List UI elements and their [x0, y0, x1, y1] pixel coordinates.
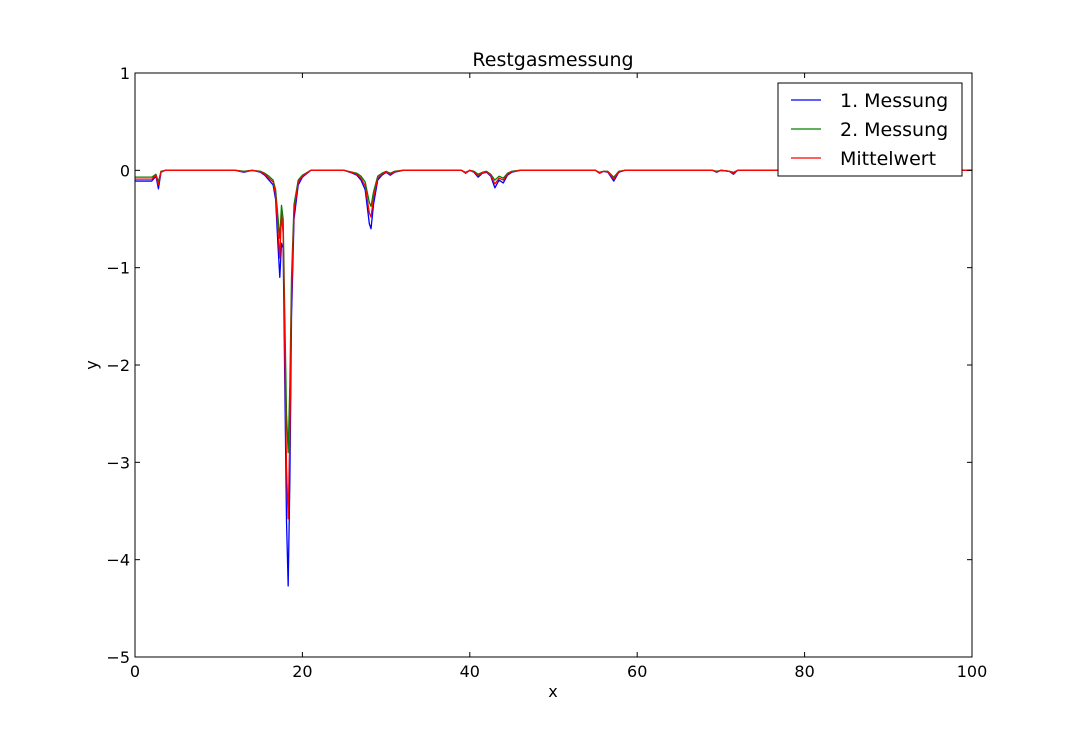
- y-axis-label: y: [82, 360, 101, 369]
- x-axis-label: x: [548, 682, 557, 701]
- x-tick-label: 60: [627, 662, 647, 681]
- x-tick-label: 80: [794, 662, 814, 681]
- y-tick-label: −5: [106, 648, 130, 667]
- y-tick-label: −1: [106, 259, 130, 278]
- legend-items: 1. Messung 2. Messung Mittelwert: [791, 90, 948, 170]
- plot-frame: [134, 72, 973, 658]
- legend-label-3: Mittelwert: [840, 148, 936, 170]
- x-tick-label: 20: [292, 662, 312, 681]
- series-line-3: [135, 169, 972, 520]
- legend: 1. Messung 2. Messung Mittelwert: [777, 82, 963, 177]
- y-tick-label: −2: [106, 356, 130, 375]
- y-tick-label: 1: [120, 64, 130, 83]
- legend-label-2: 2. Messung: [840, 119, 948, 141]
- x-tick-label: 0: [130, 662, 140, 681]
- series-layer: [135, 169, 972, 587]
- chart-title: Restgasmessung: [472, 49, 633, 71]
- y-tick-label: −4: [106, 551, 130, 570]
- legend-label-1: 1. Messung: [840, 90, 948, 112]
- y-tick-label: −3: [106, 453, 130, 472]
- x-tick-label: 40: [460, 662, 480, 681]
- y-tick-label: 0: [120, 161, 130, 180]
- x-tick-label: 100: [957, 662, 988, 681]
